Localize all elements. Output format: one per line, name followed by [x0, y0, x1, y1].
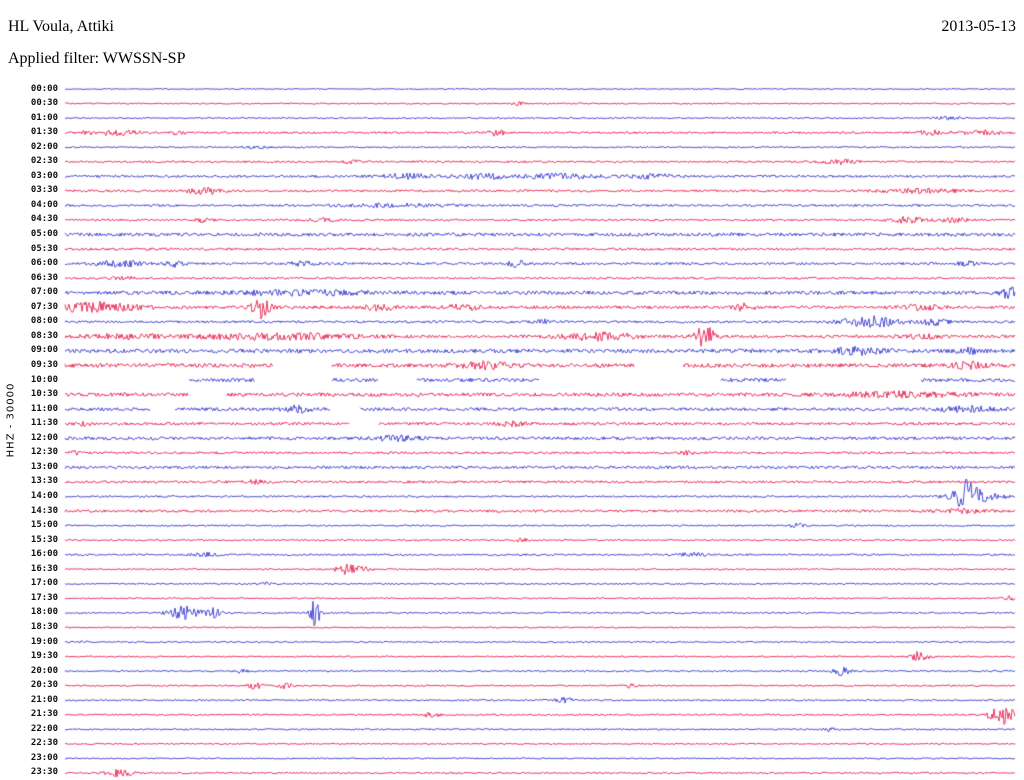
seismogram-trace-canvas: [0, 0, 1024, 780]
